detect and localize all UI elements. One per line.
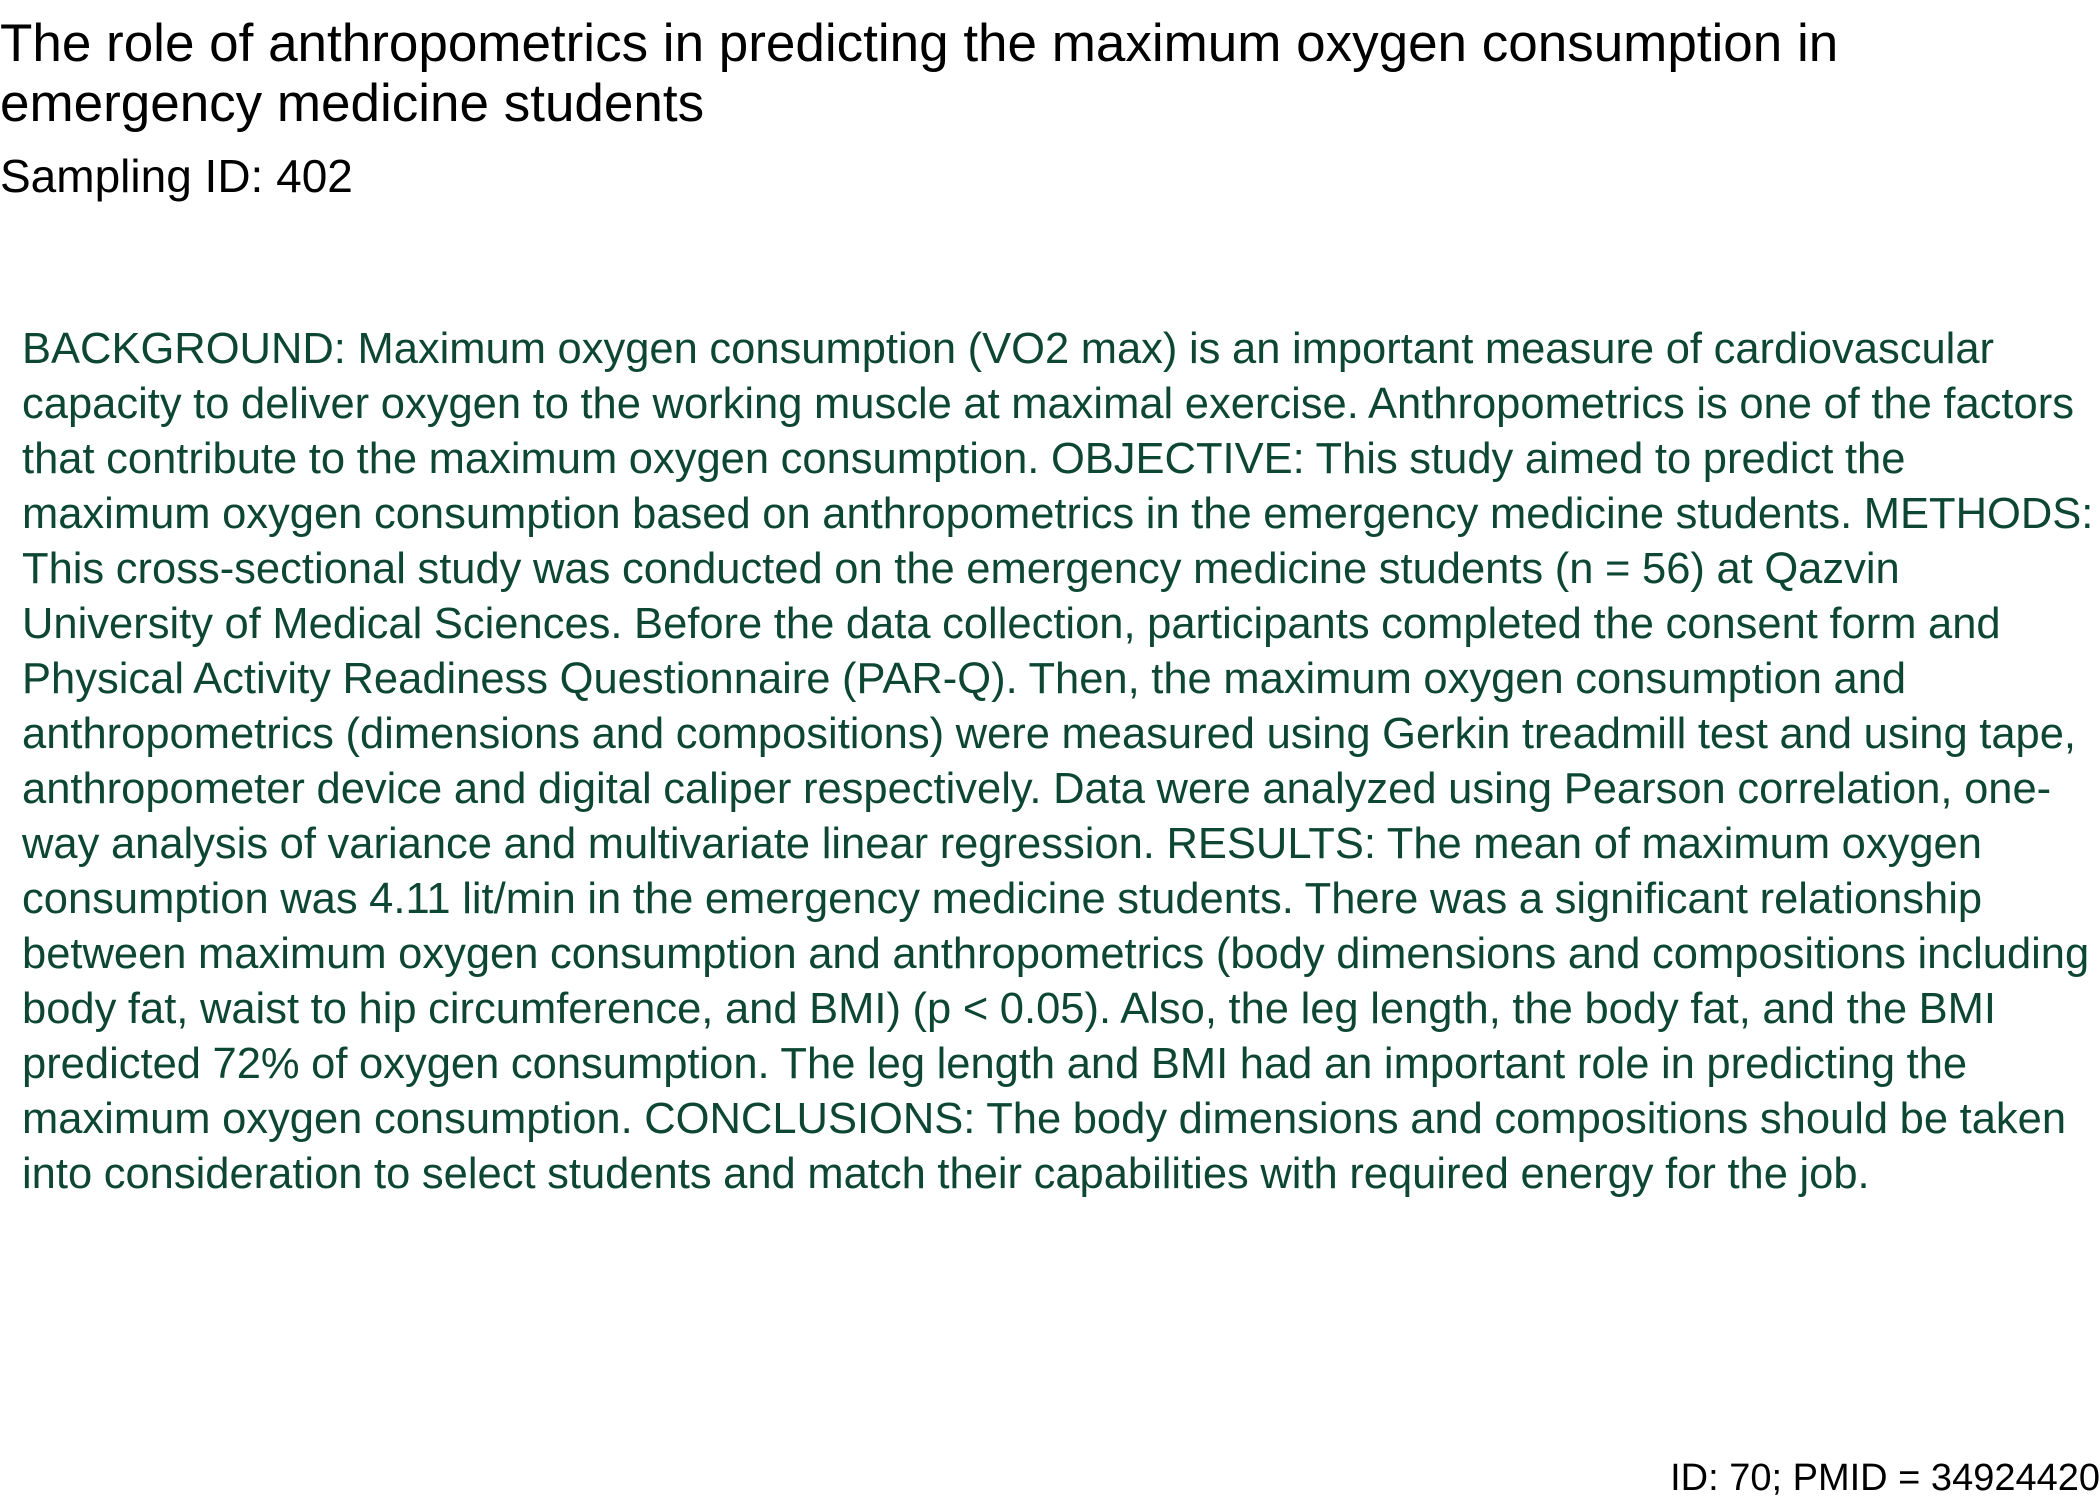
abstract-text: BACKGROUND: Maximum oxygen consumption (… bbox=[22, 325, 2094, 1198]
sampling-id: Sampling ID: 402 bbox=[0, 150, 353, 202]
footer-id: ID: 70; PMID = 34924420 bbox=[1670, 1457, 2100, 1499]
document-title: The role of anthropometrics in predictin… bbox=[0, 14, 1839, 133]
